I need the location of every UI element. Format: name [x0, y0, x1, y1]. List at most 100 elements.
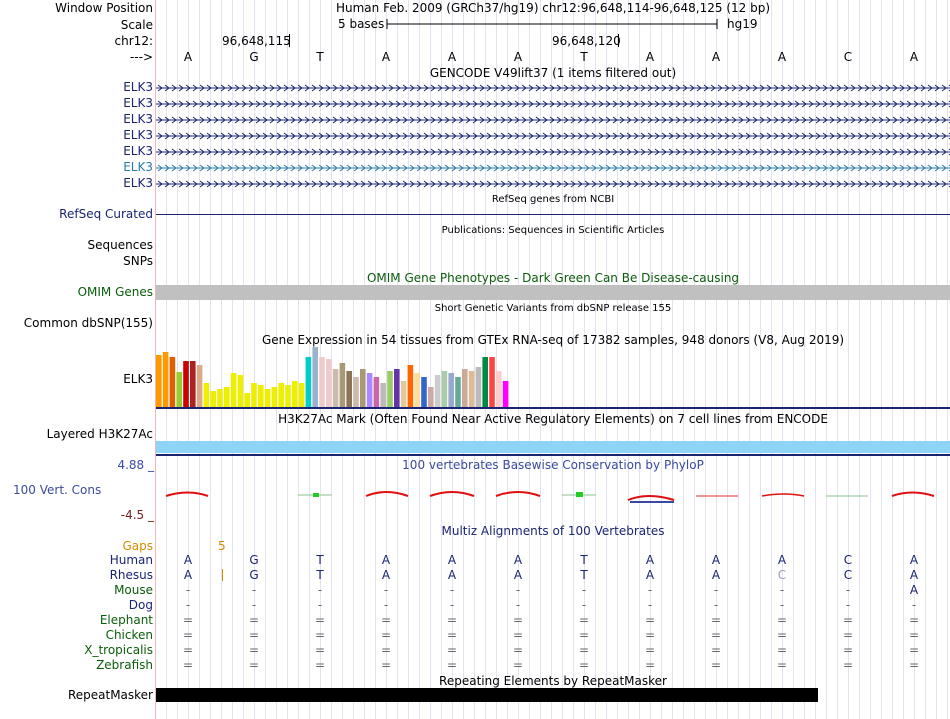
species-label[interactable]: X_tropicalis	[84, 643, 153, 657]
h3k27ac-track-title[interactable]: H3K27Ac Mark (Often Found Near Active Re…	[278, 412, 828, 426]
gtex-tissue-bar[interactable]	[326, 359, 332, 407]
refseq-track-label[interactable]: RefSeq Curated	[59, 207, 153, 221]
gtex-tissue-bar[interactable]	[169, 357, 176, 407]
species-label[interactable]: Human	[109, 553, 153, 567]
omim-gene-bar[interactable]	[156, 285, 950, 300]
gtex-tissue-bar[interactable]	[339, 363, 346, 407]
dbsnp-track-label[interactable]: Common dbSNP(155)	[23, 316, 153, 330]
gtex-tissue-bar[interactable]	[462, 369, 468, 407]
snps-track-label[interactable]: SNPs	[123, 254, 153, 268]
gtex-tissue-bar[interactable]	[353, 377, 359, 407]
gtex-tissue-bar[interactable]	[305, 357, 312, 407]
species-label[interactable]: Mouse	[114, 583, 153, 597]
omim-track-title[interactable]: OMIM Gene Phenotypes - Dark Green Can Be…	[366, 271, 740, 285]
gencode-transcript-arrows[interactable]	[156, 179, 950, 189]
gtex-tissue-bar[interactable]	[475, 367, 482, 407]
gtex-tissue-bar[interactable]	[203, 383, 210, 407]
gtex-track-label[interactable]: ELK3	[123, 372, 153, 386]
species-label[interactable]: Dog	[128, 598, 153, 612]
h3k27ac-track-label[interactable]: Layered H3K27Ac	[46, 427, 153, 441]
gtex-tissue-bar[interactable]	[346, 371, 352, 407]
gtex-tissue-bar[interactable]	[468, 371, 475, 407]
gencode-transcript-arrows[interactable]	[156, 115, 950, 125]
gtex-tissue-bar[interactable]	[224, 387, 230, 407]
phylop-conservation-plot[interactable]	[156, 486, 950, 508]
gencode-transcript-label[interactable]: ELK3	[123, 96, 153, 110]
gencode-transcript-label[interactable]: ELK3	[123, 144, 153, 158]
gtex-tissue-bar[interactable]	[319, 357, 325, 407]
gtex-tissue-bar[interactable]	[360, 369, 366, 407]
gtex-tissue-bar[interactable]	[489, 357, 495, 407]
gtex-tissue-bar[interactable]	[244, 393, 250, 407]
gtex-tissue-bar[interactable]	[421, 377, 427, 407]
gencode-transcript-label[interactable]: ELK3	[123, 160, 153, 174]
gtex-tissue-bar[interactable]	[366, 373, 373, 407]
gencode-transcript-label[interactable]: ELK3	[123, 80, 153, 94]
gtex-tissue-bar[interactable]	[210, 391, 216, 407]
gencode-transcript-label[interactable]: ELK3	[123, 112, 153, 126]
gencode-transcript-arrows[interactable]	[156, 147, 950, 157]
gtex-tissue-bar[interactable]	[496, 371, 502, 407]
gtex-tissue-bar[interactable]	[312, 347, 318, 407]
gtex-tissue-bar[interactable]	[183, 361, 189, 407]
multiz-track-title[interactable]: Multiz Alignments of 100 Vertebrates	[441, 524, 665, 538]
repeatmasker-track-label[interactable]: RepeatMasker	[67, 688, 153, 702]
repeatmasker-element[interactable]	[156, 688, 818, 702]
gtex-tissue-bar[interactable]	[373, 377, 380, 407]
gtex-track-title[interactable]: Gene Expression in 54 tissues from GTEx …	[261, 333, 845, 347]
gtex-tissue-bar[interactable]	[230, 373, 237, 407]
gtex-tissue-bar[interactable]	[455, 377, 461, 407]
sequences-track-label[interactable]: Sequences	[87, 238, 153, 252]
gtex-tissue-bar[interactable]	[434, 375, 441, 407]
gencode-track-title[interactable]: GENCODE V49lift37 (1 items filtered out)	[429, 66, 677, 80]
gtex-tissue-bar[interactable]	[271, 387, 278, 407]
gtex-tissue-bar[interactable]	[428, 387, 434, 407]
gtex-tissue-bar[interactable]	[332, 369, 339, 407]
gtex-tissue-bar[interactable]	[190, 361, 196, 407]
gtex-tissue-bar[interactable]	[394, 369, 400, 407]
species-label[interactable]: Chicken	[105, 628, 153, 642]
species-label[interactable]: Zebrafish	[96, 658, 153, 672]
position-text[interactable]: Human Feb. 2009 (GRCh37/hg19) chr12:96,6…	[335, 1, 770, 15]
gtex-tissue-bar[interactable]	[482, 357, 488, 407]
gtex-tissue-bar[interactable]	[292, 381, 298, 407]
gencode-transcript-arrows[interactable]	[156, 163, 950, 173]
gtex-tissue-bar[interactable]	[196, 365, 203, 407]
gtex-tissue-bar[interactable]	[156, 355, 162, 407]
species-label[interactable]: Elephant	[99, 613, 153, 627]
gtex-tissue-bar[interactable]	[285, 385, 291, 407]
gtex-tissue-bar[interactable]	[162, 352, 169, 407]
gtex-tissue-bar[interactable]	[387, 371, 393, 407]
publications-track-title[interactable]: Publications: Sequences in Scientific Ar…	[441, 225, 665, 236]
phylop-track-title[interactable]: 100 vertebrates Basewise Conservation by…	[402, 458, 704, 472]
refseq-gene-line[interactable]	[156, 214, 950, 215]
omim-track-label[interactable]: OMIM Genes	[77, 285, 153, 299]
gtex-tissue-bar[interactable]	[380, 383, 386, 407]
gtex-tissue-bar[interactable]	[278, 383, 284, 407]
gtex-expression-chart[interactable]	[156, 347, 950, 409]
gtex-tissue-bar[interactable]	[258, 385, 264, 407]
gtex-tissue-bar[interactable]	[441, 371, 448, 407]
refseq-track-title[interactable]: RefSeq genes from NCBI	[491, 194, 615, 205]
gencode-transcript-label[interactable]: ELK3	[123, 176, 153, 190]
gtex-tissue-bar[interactable]	[264, 389, 271, 407]
gtex-tissue-bar[interactable]	[448, 373, 454, 407]
gencode-transcript-arrows[interactable]	[156, 99, 950, 109]
gtex-tissue-bar[interactable]	[251, 383, 257, 407]
species-label[interactable]: Rhesus	[109, 568, 153, 582]
dbsnp-track-title[interactable]: Short Genetic Variants from dbSNP releas…	[434, 303, 672, 314]
gtex-tissue-bar[interactable]	[237, 375, 244, 407]
gencode-transcript-arrows[interactable]	[156, 83, 950, 93]
gtex-tissue-bar[interactable]	[400, 381, 407, 407]
gtex-tissue-bar[interactable]	[298, 383, 305, 407]
gtex-tissue-bar[interactable]	[414, 373, 420, 407]
gtex-tissue-bar[interactable]	[407, 365, 414, 407]
gencode-transcript-label[interactable]: ELK3	[123, 128, 153, 142]
gtex-tissue-bar[interactable]	[502, 381, 509, 407]
h3k27ac-signal-bar[interactable]	[156, 441, 950, 453]
gtex-tissue-bar[interactable]	[176, 372, 182, 407]
phylop-track-label[interactable]: 100 Vert. Cons	[13, 483, 102, 497]
repeatmasker-track-title[interactable]: Repeating Elements by RepeatMasker	[439, 674, 667, 688]
gtex-tissue-bar[interactable]	[217, 389, 223, 407]
